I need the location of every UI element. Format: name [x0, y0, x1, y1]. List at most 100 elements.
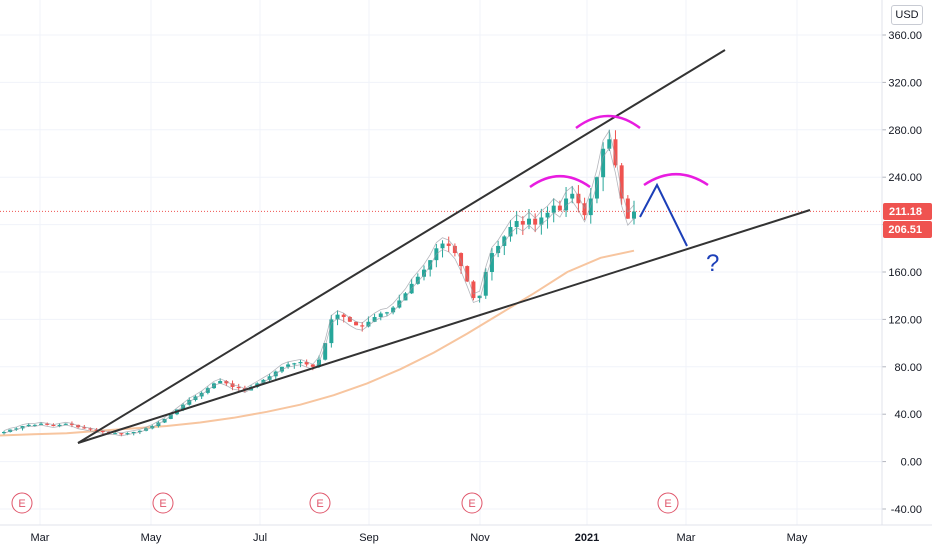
candle: [539, 217, 544, 225]
price-tag-label: 206.51: [888, 224, 922, 236]
y-tick-label: 0.00: [901, 457, 922, 469]
earnings-circle: [461, 492, 483, 514]
candle: [354, 321, 359, 326]
candle: [403, 293, 408, 301]
candle: [533, 218, 538, 225]
candle: [168, 414, 173, 419]
candle: [446, 243, 451, 246]
y-axis: 360.00320.00280.00240.00200.00160.00120.…: [881, 0, 922, 525]
candle: [594, 177, 599, 199]
earnings-label: E: [468, 498, 475, 510]
candle: [329, 319, 334, 344]
arc-annotation[interactable]: [643, 173, 709, 187]
earnings-label: E: [664, 498, 671, 510]
question-mark: ?: [706, 250, 719, 277]
earnings-marker[interactable]: E: [11, 492, 33, 514]
candle: [94, 429, 99, 431]
candle: [63, 423, 68, 425]
candle: [51, 424, 56, 427]
earnings-label: E: [316, 498, 323, 510]
earnings-circle: [152, 492, 174, 514]
candle: [292, 363, 297, 365]
candle: [397, 300, 402, 308]
earnings-marker[interactable]: E: [657, 492, 679, 514]
candle: [545, 212, 550, 218]
y-tick-label: 80.00: [894, 362, 922, 374]
trendlines: [77, 49, 811, 444]
currency-button[interactable]: USD: [891, 5, 923, 25]
candle: [57, 424, 62, 427]
earnings-marker[interactable]: E: [309, 492, 331, 514]
candle: [452, 245, 457, 254]
candle: [502, 236, 507, 246]
candle: [422, 269, 426, 277]
annotations: ?: [529, 114, 719, 277]
candle: [100, 430, 105, 432]
candle: [310, 364, 315, 367]
candle: [520, 221, 525, 225]
candle: [26, 424, 31, 427]
candle: [187, 399, 192, 405]
ma-line: [0, 249, 635, 437]
x-tick-label: Jul: [253, 532, 267, 544]
candle: [613, 139, 618, 166]
candle: [298, 362, 303, 364]
candle: [82, 427, 87, 429]
candle: [341, 314, 346, 318]
candle: [576, 193, 581, 204]
y-tick-label: 360.00: [888, 30, 922, 42]
grid: [0, 0, 882, 525]
candle: [286, 364, 291, 367]
candle: [14, 428, 19, 430]
candle: [508, 226, 513, 237]
envelope-upper: [3, 129, 635, 434]
candle: [181, 404, 186, 410]
candle: [619, 165, 624, 199]
candles: [2, 129, 636, 437]
candle: [557, 205, 562, 211]
projection-path[interactable]: [639, 182, 688, 247]
candle: [465, 266, 470, 282]
y-tick-label: 280.00: [888, 125, 922, 137]
x-tick-label: 2021: [575, 532, 599, 544]
candle: [489, 253, 494, 272]
trendline-upper[interactable]: [77, 49, 726, 444]
candle: [372, 317, 377, 322]
earnings-label: E: [18, 498, 25, 510]
envelope-lower: [3, 147, 635, 437]
candle: [113, 433, 118, 435]
arc-annotation[interactable]: [575, 114, 641, 130]
earnings-marker[interactable]: E: [152, 492, 174, 514]
candle: [625, 198, 630, 219]
candle: [440, 243, 445, 249]
candle: [415, 276, 420, 284]
moving-average: [0, 249, 635, 437]
candle: [570, 193, 575, 199]
trendline-lower[interactable]: [77, 209, 811, 444]
y-tick-label: -40.00: [891, 504, 922, 516]
y-tick-label: 320.00: [888, 77, 922, 89]
earnings-circle: [657, 492, 679, 514]
earnings-marker[interactable]: E: [461, 492, 483, 514]
price-tag: [883, 203, 932, 220]
candle: [335, 314, 340, 320]
candle: [2, 431, 6, 434]
price-tag: [883, 221, 932, 238]
candle: [551, 205, 556, 213]
arc-annotation[interactable]: [529, 175, 591, 189]
x-tick-label: May: [787, 532, 808, 544]
candle: [601, 148, 606, 178]
candle: [304, 362, 309, 365]
candle: [131, 431, 136, 434]
candle: [588, 198, 593, 216]
candle: [564, 198, 569, 211]
candle: [483, 272, 488, 296]
candle: [632, 211, 636, 219]
candle: [119, 433, 124, 435]
candle: [347, 317, 352, 322]
x-tick-label: Sep: [359, 532, 379, 544]
candle: [391, 307, 396, 313]
candle: [137, 430, 142, 432]
